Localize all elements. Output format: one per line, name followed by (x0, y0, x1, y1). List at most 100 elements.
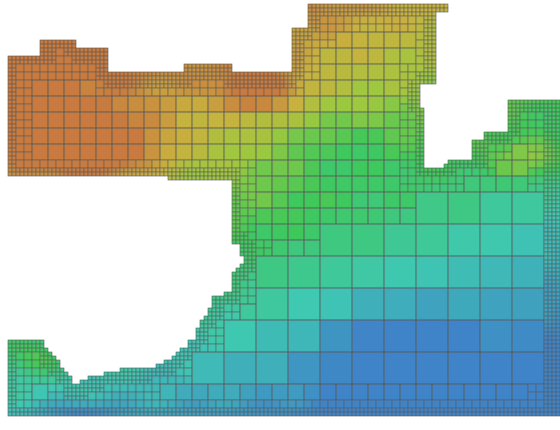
mesh-cell (95, 375, 101, 381)
mesh-cell (543, 387, 549, 393)
mesh-cell (515, 103, 521, 109)
mesh-cell (103, 411, 109, 417)
mesh-cell (91, 55, 97, 61)
mesh-cell (207, 127, 225, 145)
mesh-cell (255, 407, 261, 413)
mesh-cell (171, 175, 177, 181)
mesh-cell (151, 167, 157, 173)
mesh-cell (507, 123, 513, 129)
mesh-cell (551, 175, 557, 181)
mesh-cell (303, 79, 321, 97)
mesh-cell (87, 47, 93, 53)
mesh-cell (527, 107, 533, 113)
mesh-cell (111, 383, 121, 393)
mesh-cell (351, 143, 369, 161)
mesh-cell (195, 411, 201, 417)
mesh-cell (439, 3, 445, 9)
mesh-cell (547, 267, 553, 273)
mesh-cell (11, 411, 17, 417)
mesh-cell (15, 103, 25, 113)
mesh-cell (43, 407, 49, 413)
mesh-cell (547, 111, 553, 117)
mesh-cell (127, 79, 133, 85)
mesh-cell (511, 175, 529, 193)
mesh-cell (311, 63, 321, 73)
mesh-cell (191, 175, 197, 181)
mesh-cell (303, 55, 313, 65)
mesh-cell (203, 63, 209, 69)
mesh-cell (547, 195, 553, 201)
mesh-cell (547, 251, 553, 257)
mesh-cell (127, 87, 137, 97)
mesh-cell (231, 167, 237, 173)
mesh-cell (555, 179, 560, 185)
mesh-cell (407, 91, 413, 97)
mesh-cell (547, 159, 553, 165)
mesh-cell (511, 115, 517, 121)
mesh-cell (167, 407, 173, 413)
mesh-cell (471, 143, 477, 149)
mesh-cell (127, 111, 145, 129)
mesh-cell (431, 399, 441, 409)
mesh-cell (275, 75, 281, 81)
mesh-cell (555, 379, 560, 385)
mesh-cell (91, 171, 97, 177)
mesh-cell (391, 3, 397, 9)
mesh-cell (247, 223, 257, 233)
mesh-cell (131, 375, 137, 381)
mesh-cell (43, 51, 49, 57)
mesh-cell (55, 367, 61, 373)
mesh-cell (231, 411, 237, 417)
mesh-cell (15, 391, 25, 401)
mesh-cell (55, 375, 61, 381)
mesh-cell (475, 151, 481, 157)
mesh-cell (159, 159, 169, 169)
mesh-cell (243, 407, 249, 413)
mesh-cell (39, 351, 45, 357)
mesh-cell (383, 79, 401, 97)
mesh-cell (31, 167, 37, 173)
mesh-cell (75, 55, 81, 61)
mesh-cell (335, 79, 353, 97)
mesh-cell (31, 359, 41, 369)
mesh-cell (191, 87, 201, 97)
mesh-cell (179, 75, 185, 81)
mesh-cell (255, 95, 273, 113)
mesh-cell (59, 375, 65, 381)
mesh-cell (539, 407, 545, 413)
mesh-cell (151, 171, 157, 177)
mesh-cell (519, 111, 529, 121)
mesh-cell (287, 79, 293, 85)
mesh-cell (507, 107, 513, 113)
mesh-cell (131, 79, 137, 85)
mesh-cell (75, 395, 81, 401)
mesh-cell (171, 79, 177, 85)
mesh-cell (519, 107, 525, 113)
mesh-cell (15, 347, 21, 353)
mesh-cell (259, 71, 265, 77)
mesh-cell (391, 399, 401, 409)
mesh-cell (555, 147, 560, 153)
mesh-cell (247, 267, 253, 273)
mesh-cell (239, 143, 257, 161)
mesh-cell (399, 151, 409, 161)
mesh-cell (23, 59, 29, 65)
mesh-cell (147, 171, 153, 177)
mesh-cell (251, 407, 257, 413)
mesh-cell (199, 411, 205, 417)
mesh-cell (415, 287, 449, 321)
mesh-cell (399, 207, 417, 225)
mesh-cell (39, 55, 45, 61)
mesh-cell (411, 91, 417, 97)
mesh-cell (171, 167, 177, 173)
mesh-cell (543, 291, 549, 297)
mesh-cell (235, 275, 241, 281)
mesh-cell (111, 71, 117, 77)
mesh-cell (223, 143, 241, 161)
mesh-cell (43, 55, 49, 61)
mesh-cell (7, 343, 13, 349)
mesh-cell (399, 11, 405, 17)
mesh-cell (239, 83, 245, 89)
mesh-cell (295, 407, 301, 413)
